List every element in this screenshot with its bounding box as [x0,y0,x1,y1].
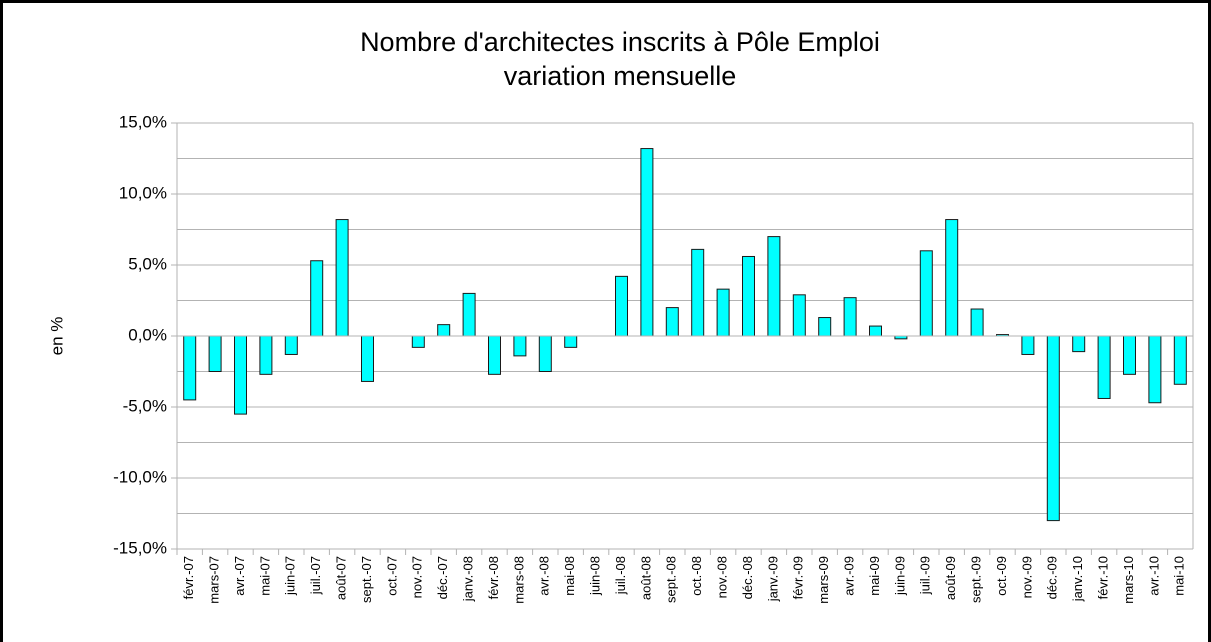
x-tick-label: sept.-07 [359,556,374,603]
bar [1148,335,1162,404]
x-tick-label: mai-08 [562,556,577,596]
x-tick-label: juil.-08 [613,556,628,595]
x-tick-label: déc.-07 [435,556,450,599]
x-tick-label: févr.-09 [791,556,806,599]
x-tick-label: juil.-07 [308,556,323,595]
x-tick-label: mai-10 [1172,556,1187,596]
x-tick-label: janv.-09 [765,556,780,602]
bar [843,297,857,337]
x-tick-label: févr.-07 [181,556,196,599]
y-tick-label: -5,0% [123,396,167,415]
bar [208,335,222,372]
bar [1021,335,1035,355]
bar [462,292,476,337]
x-tick-label: oct.-08 [689,556,704,596]
x-tick-label: avr.-07 [232,556,247,596]
bar [1173,335,1187,385]
bar [945,219,959,337]
x-tick-label: mars-09 [816,556,831,604]
x-tick-label: févr.-08 [486,556,501,599]
bar [742,255,755,337]
x-tick-label: juin-09 [892,556,907,596]
chart-subtitle: variation mensuelle [504,61,737,91]
bar [691,248,705,337]
x-tick-label: mars-08 [511,556,526,604]
y-tick-label: 0,0% [128,325,167,344]
y-tick-label: 15,0% [119,112,167,131]
x-tick-label: mars-10 [1121,556,1136,604]
x-tick-label: mai-09 [867,556,882,596]
x-tick-label: nov.-07 [410,556,425,598]
x-tick-label: févr.-10 [1096,556,1111,599]
bar [919,250,933,337]
x-tick-label: août-07 [334,556,349,600]
x-tick-label: sept.-08 [664,556,679,603]
bar [869,325,882,337]
x-tick-label: août-08 [638,556,653,600]
x-tick-label: oct.-07 [384,556,399,596]
y-tick-label: 5,0% [128,254,167,273]
x-tick-label: juin-07 [283,556,298,596]
bar [564,335,578,348]
bar [234,335,247,415]
bar [259,335,273,375]
x-tick-label: nov.-08 [715,556,730,598]
x-tick-label: nov.-09 [1019,556,1034,598]
x-tick-label: janv.-10 [1070,556,1085,602]
bar [310,260,324,337]
x-tick-label: déc.-09 [1045,556,1060,599]
bar [716,288,730,337]
bar [767,236,781,337]
x-tick-label: oct.-09 [994,556,1009,596]
chart-title: Nombre d'architectes inscrits à Pôle Emp… [360,27,880,57]
x-tick-label: août-09 [943,556,958,600]
x-tick-label: avr.-09 [842,556,857,596]
bar [615,275,628,337]
bar [335,219,349,337]
bar [665,307,679,337]
y-tick-label: -10,0% [113,467,167,486]
bar [970,308,984,337]
bar [437,324,451,337]
x-tick-label: avr.-10 [1146,556,1161,596]
x-tick-label: sept.-09 [969,556,984,603]
x-tick-label: avr.-08 [537,556,552,596]
x-tick-label: mars-07 [207,556,222,604]
bar [538,335,552,372]
y-tick-label: 10,0% [119,183,167,202]
bar [361,335,374,382]
x-tick-label: déc.-08 [740,556,755,599]
y-axis-label: en % [47,317,66,356]
bar [513,335,527,357]
bar [411,335,425,348]
x-tick-label: juin-08 [588,556,603,596]
x-tick-label: mai-07 [257,556,272,596]
bar [284,335,298,355]
x-tick-label: janv.-08 [461,556,476,602]
bar [640,148,654,337]
bar [183,335,197,401]
bar [792,294,806,337]
y-tick-label: -15,0% [113,538,167,557]
bar [1123,335,1136,375]
bar [1072,335,1086,353]
bar [1097,335,1111,399]
bar [1046,335,1060,522]
bar [488,335,501,375]
x-tick-label: juil.-09 [918,556,933,595]
bar [818,317,832,337]
